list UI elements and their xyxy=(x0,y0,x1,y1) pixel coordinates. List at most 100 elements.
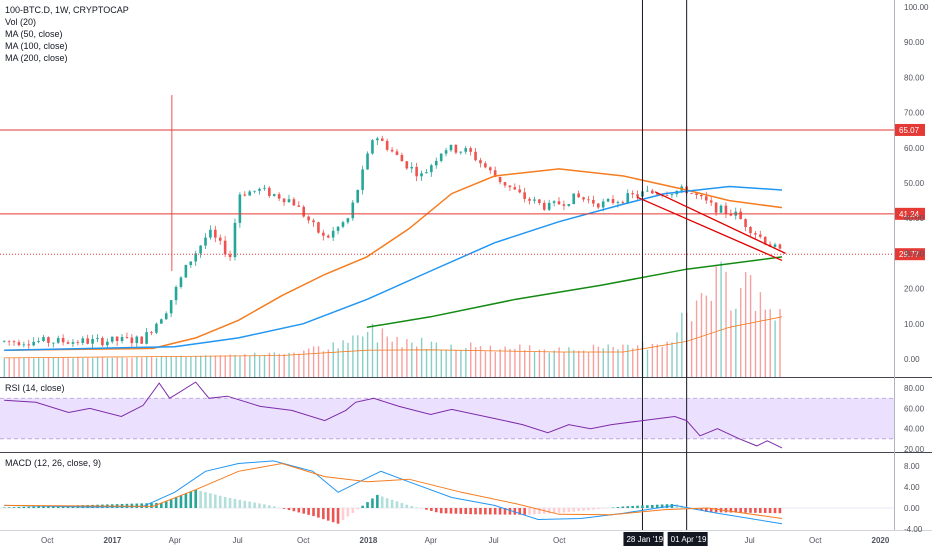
candle-body xyxy=(169,300,173,314)
volume-bar xyxy=(386,336,388,377)
macd-histogram-bar xyxy=(164,501,168,508)
volume-bar xyxy=(254,352,256,377)
macd-histogram-bar xyxy=(17,507,21,508)
candle-body xyxy=(174,286,178,301)
volume-bar xyxy=(617,349,619,377)
price-label: 41.24 xyxy=(899,210,920,219)
candle-body xyxy=(218,237,222,241)
candle-body xyxy=(670,194,674,196)
volume-bar xyxy=(62,357,64,377)
legend-ma100[interactable]: MA (100, close) xyxy=(5,41,68,51)
candle-body xyxy=(110,336,114,342)
x-tick: Jul xyxy=(232,536,242,545)
macd-label[interactable]: MACD (12, 26, close, 9) xyxy=(5,458,102,468)
price-tick: 30.00 xyxy=(904,249,925,258)
macd-tick: -4.00 xyxy=(904,525,923,534)
candle-body xyxy=(125,337,129,338)
volume-bar xyxy=(91,357,94,377)
candle-body xyxy=(268,187,271,196)
volume-bar xyxy=(651,343,654,377)
volume-bar xyxy=(42,358,45,377)
candle-body xyxy=(56,338,60,343)
macd-histogram-bar xyxy=(32,506,35,508)
volume-bar xyxy=(52,357,55,377)
volume-bar xyxy=(165,356,168,377)
candle-body xyxy=(326,235,330,238)
candle-body xyxy=(96,337,99,339)
macd-histogram-bar xyxy=(169,499,173,508)
candle-body xyxy=(704,196,708,201)
macd-histogram-bar xyxy=(238,499,242,508)
volume-bar xyxy=(96,357,99,377)
candle-body xyxy=(434,160,438,166)
volume-bar xyxy=(646,349,649,377)
macd-histogram-bar xyxy=(425,508,428,510)
candle-body xyxy=(469,148,472,152)
macd-histogram-bar xyxy=(410,506,414,508)
volume-bar xyxy=(37,357,40,377)
volume-bar xyxy=(779,309,781,377)
x-tick: Oct xyxy=(41,536,54,545)
macd-histogram-bar xyxy=(420,508,423,509)
macd-histogram-bar xyxy=(547,508,551,514)
candle-body xyxy=(32,341,35,346)
candle-body xyxy=(405,161,409,169)
macd-histogram-bar xyxy=(199,490,202,508)
macd-histogram-bar xyxy=(233,498,237,508)
macd-histogram-bar xyxy=(42,506,45,508)
candle-body xyxy=(592,199,595,204)
volume-bar xyxy=(283,354,285,377)
candle-body xyxy=(739,211,742,220)
volume-bar xyxy=(602,348,604,377)
volume-bar xyxy=(57,358,60,377)
rsi-label[interactable]: RSI (14, close) xyxy=(5,383,65,393)
candle-body xyxy=(636,194,639,197)
candle-body xyxy=(91,338,94,344)
legend-title[interactable]: 100-BTC.D, 1W, CRYPTOCAP xyxy=(5,5,129,15)
macd-histogram-bar xyxy=(214,494,217,508)
price-tick: 10.00 xyxy=(904,320,925,329)
volume-bar xyxy=(381,328,384,377)
candle-body xyxy=(420,173,423,177)
volume-bar xyxy=(543,349,546,377)
macd-histogram-bar xyxy=(778,508,782,514)
volume-bar xyxy=(136,356,138,377)
candle-body xyxy=(228,254,232,258)
wedge-upper-line xyxy=(654,191,786,254)
volume-bar xyxy=(67,358,69,377)
candle-body xyxy=(145,332,148,344)
volume-bar xyxy=(101,357,104,377)
macd-histogram-bar xyxy=(223,497,227,508)
candle-body xyxy=(12,341,16,343)
legend-ma200[interactable]: MA (200, close) xyxy=(5,53,68,63)
legend-vol[interactable]: Vol (20) xyxy=(5,17,37,27)
candle-body xyxy=(400,154,404,162)
candle-body xyxy=(763,236,767,245)
legend-ma50[interactable]: MA (50, close) xyxy=(5,29,63,39)
macd-histogram-bar xyxy=(376,494,379,508)
candle-body xyxy=(587,199,590,201)
macd-histogram-bar xyxy=(758,508,762,513)
macd-histogram-bar xyxy=(174,497,178,508)
volume-bar xyxy=(234,354,236,377)
volume-bar xyxy=(332,342,334,377)
volume-bar xyxy=(735,308,737,377)
candle-body xyxy=(542,202,546,210)
macd-histogram-bar xyxy=(258,503,261,508)
candle-body xyxy=(204,237,207,246)
macd-histogram-bar xyxy=(326,508,330,521)
price-tick: 50.00 xyxy=(904,179,925,188)
macd-histogram-bar xyxy=(366,502,369,508)
candle-body xyxy=(690,193,693,194)
macd-histogram-bar xyxy=(587,508,590,511)
price-tick: 70.00 xyxy=(904,109,925,118)
candle-body xyxy=(646,190,649,192)
volume-bar xyxy=(308,348,310,377)
macd-histogram-bar xyxy=(415,507,418,508)
candle-body xyxy=(508,185,512,188)
candle-body xyxy=(385,140,389,150)
macd-histogram-bar xyxy=(218,495,222,508)
volume-bar xyxy=(224,355,226,377)
